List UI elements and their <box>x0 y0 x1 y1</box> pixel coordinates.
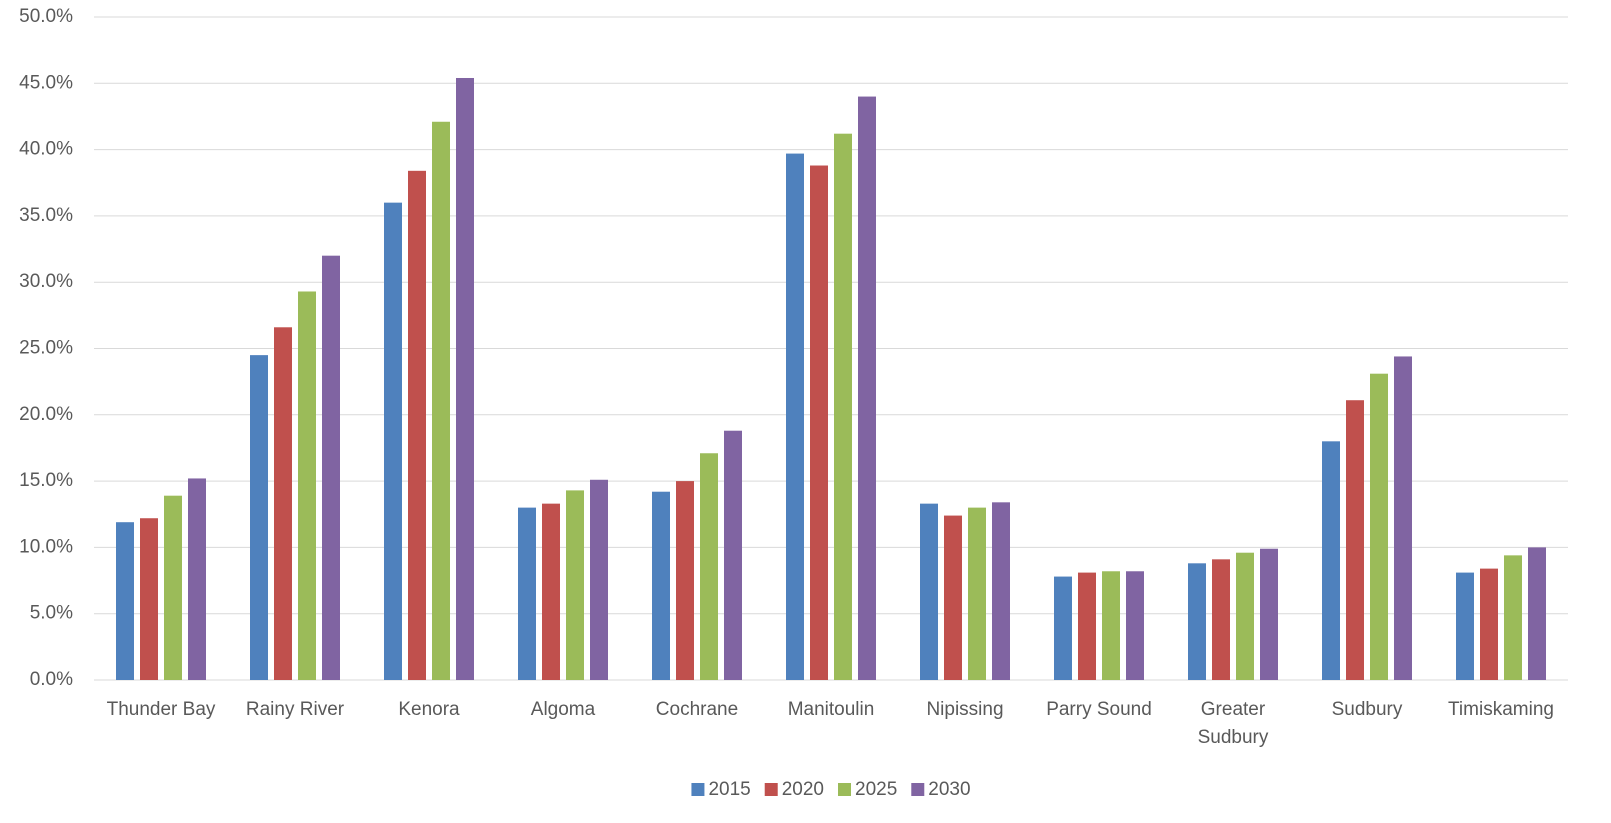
bar <box>1212 559 1230 680</box>
legend-swatch <box>911 783 925 796</box>
bar <box>676 481 694 680</box>
x-tick-label: Greater Sudbury <box>1198 699 1269 748</box>
bar <box>1102 571 1120 680</box>
bar <box>542 503 560 680</box>
bar <box>566 490 584 680</box>
x-tick-label: Parry Sound <box>1046 699 1152 720</box>
bar <box>834 133 852 681</box>
y-tick-label: 10.0% <box>19 536 73 557</box>
y-tick-label: 15.0% <box>19 470 73 491</box>
y-tick-label: 20.0% <box>19 404 73 425</box>
y-tick-label: 0.0% <box>30 669 73 690</box>
bar <box>250 355 268 680</box>
bar <box>1456 572 1474 680</box>
bar <box>1394 356 1412 680</box>
y-tick-label: 50.0% <box>19 6 73 27</box>
bar <box>786 153 804 680</box>
bar <box>1322 441 1340 680</box>
legend-swatch <box>691 783 705 796</box>
x-tick-label: Sudbury <box>1332 699 1403 720</box>
x-tick-label: Rainy River <box>246 699 345 720</box>
x-tick-label: Timiskaming <box>1448 699 1554 720</box>
bar <box>1078 572 1096 680</box>
x-tick-label: Algoma <box>531 699 596 720</box>
bar <box>1504 555 1522 680</box>
bar <box>652 491 670 680</box>
bar <box>164 495 182 680</box>
bar <box>700 453 718 680</box>
y-tick-label: 30.0% <box>19 271 73 292</box>
bar <box>1480 568 1498 680</box>
bar <box>1054 576 1072 680</box>
y-tick-label: 25.0% <box>19 338 73 359</box>
legend-label: 2020 <box>782 779 824 800</box>
bar <box>322 255 340 680</box>
legend: 2015 2020 2025 2030 <box>691 779 971 800</box>
bar <box>944 515 962 680</box>
bar <box>858 96 876 680</box>
legend-label: 2025 <box>855 779 897 800</box>
bar <box>1236 552 1254 680</box>
x-tick-label: Kenora <box>398 699 460 720</box>
x-tick-label: Nipissing <box>926 699 1003 720</box>
bar <box>298 291 316 680</box>
bar <box>274 327 292 680</box>
bar <box>1126 571 1144 680</box>
bar <box>992 502 1010 680</box>
bar <box>1188 563 1206 680</box>
bar <box>456 77 474 681</box>
bar <box>724 430 742 680</box>
legend-label: 2030 <box>928 779 970 800</box>
bar <box>188 478 206 680</box>
bar <box>1346 400 1364 680</box>
bar <box>968 507 986 680</box>
bar <box>590 479 608 680</box>
y-tick-label: 35.0% <box>19 205 73 226</box>
bar <box>1370 373 1388 680</box>
bar <box>518 507 536 680</box>
x-tick-label: Cochrane <box>656 699 738 720</box>
bar <box>432 121 450 680</box>
bar <box>384 202 402 680</box>
bar <box>810 165 828 681</box>
bar <box>920 503 938 680</box>
y-tick-label: 5.0% <box>30 603 73 624</box>
bar <box>116 522 134 680</box>
y-tick-label: 45.0% <box>19 72 73 93</box>
legend-swatch <box>838 783 851 796</box>
bar <box>140 518 158 680</box>
bar <box>408 170 426 681</box>
x-tick-label: Manitoulin <box>788 699 875 720</box>
y-tick-label: 40.0% <box>19 139 73 160</box>
bar <box>1260 548 1278 680</box>
x-tick-label: Thunder Bay <box>107 699 216 720</box>
bar <box>1528 547 1546 680</box>
legend-label: 2015 <box>708 779 750 800</box>
legend-swatch <box>764 783 778 796</box>
